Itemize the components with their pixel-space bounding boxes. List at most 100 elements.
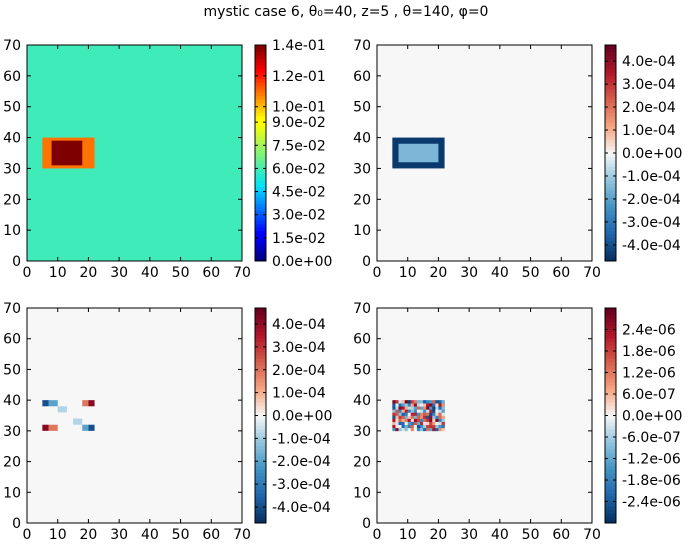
colorbar-segment — [605, 169, 616, 174]
colorbar-segment — [605, 207, 616, 211]
colorbar-segment — [255, 129, 266, 134]
colorbar-segment — [605, 156, 616, 161]
colorbar-segment — [255, 422, 266, 427]
colorbar-segment — [605, 338, 616, 343]
heatmap-cell — [435, 403, 439, 407]
heatmap-cell — [438, 418, 442, 422]
colorbar-segment — [605, 344, 616, 349]
x-tick-label: 40 — [141, 527, 159, 543]
colorbar-segment — [255, 142, 266, 147]
colorbar-label: -3.0e-04 — [622, 215, 681, 231]
colorbar-segment — [605, 334, 616, 339]
heatmap-cell — [392, 412, 396, 416]
x-tick-label: 10 — [399, 265, 417, 281]
heatmap-cell — [420, 424, 424, 429]
y-tick-label: 70 — [3, 38, 21, 54]
colorbar-segment — [605, 227, 616, 232]
heatmap-cell — [426, 409, 430, 413]
heatmap-cell — [426, 400, 430, 404]
heatmap-cell — [398, 427, 402, 432]
colorbar-segment — [255, 146, 266, 151]
colorbar-label: 1.4e-01 — [272, 38, 326, 54]
colorbar-label: 0.0e+00 — [622, 146, 682, 162]
colorbar-segment — [605, 361, 616, 366]
x-tick-label: 0 — [373, 527, 382, 543]
heatmap-cell — [429, 424, 433, 429]
heatmap-rect — [398, 143, 439, 163]
colorbar-segment — [605, 159, 616, 164]
colorbar-segment — [255, 119, 266, 124]
colorbar-label: 1.0e-04 — [272, 386, 326, 402]
colorbar-segment — [605, 112, 616, 117]
colorbar-label: 1.2e-06 — [622, 366, 676, 382]
colorbar-label: -2.0e-04 — [622, 192, 681, 208]
colorbar-segment — [255, 173, 266, 178]
y-tick-label: 0 — [12, 254, 21, 270]
heatmap-cell — [429, 418, 433, 422]
colorbar-segment — [605, 85, 616, 90]
colorbar-segment — [605, 365, 616, 369]
y-tick-label: 40 — [353, 131, 371, 147]
heatmap-cell — [398, 424, 402, 429]
colorbar-segment — [605, 509, 616, 514]
heatmap-cell — [429, 406, 433, 410]
colorbar-segment — [255, 472, 266, 477]
heatmap-cell — [395, 421, 399, 426]
colorbar-segment — [255, 506, 266, 511]
colorbar-segment — [255, 388, 266, 393]
colorbar-segment — [605, 186, 616, 191]
colorbar-segment — [255, 338, 266, 343]
colorbar-segment — [605, 462, 616, 467]
colorbar-label: 1.2e-01 — [272, 69, 326, 85]
y-tick-label: 30 — [3, 424, 21, 440]
y-tick-label: 70 — [353, 38, 371, 54]
heatmap-cell — [426, 427, 430, 432]
colorbar-segment — [255, 257, 266, 262]
x-tick-label: 40 — [141, 265, 159, 281]
heatmap-cell — [413, 427, 418, 432]
heatmap-cell — [420, 421, 424, 426]
x-tick-label: 0 — [23, 527, 32, 543]
panel-radiance: 0 10 20 30 40 50 60 70 0 10 20 30 40 50 60 70 0.0e+00 1.5… — [3, 38, 332, 281]
heatmap-cell — [395, 403, 399, 407]
figure-title: mystic case 6, θ₀=40, z=5 , θ=140, φ=0 — [204, 4, 489, 20]
heatmap-cell — [410, 406, 415, 410]
colorbar-segment — [255, 408, 266, 413]
colorbar-segment — [255, 368, 266, 373]
heatmap-area — [27, 45, 242, 261]
colorbar-label: 2.4e-06 — [622, 323, 676, 339]
heatmap-cell — [395, 427, 399, 432]
colorbar-segment — [255, 425, 266, 430]
colorbar-segment — [255, 311, 266, 316]
heatmap-cell — [441, 400, 445, 404]
colorbar-segment — [605, 486, 616, 490]
heatmap-cell — [392, 403, 396, 407]
colorbar-segment — [255, 132, 266, 137]
y-tick-label: 70 — [3, 301, 21, 317]
heatmap-cell — [441, 403, 445, 407]
colorbar-segment — [255, 308, 266, 312]
heatmap-cell — [432, 406, 436, 410]
x-tick-label: 70 — [233, 527, 251, 543]
colorbar-segment — [605, 149, 616, 154]
colorbar-segment — [255, 459, 266, 464]
colorbar-segment — [255, 92, 266, 97]
colorbar-label: 7.5e-02 — [272, 138, 326, 154]
colorbar-segment — [605, 499, 616, 504]
heatmap-cell — [407, 421, 412, 426]
heatmap-cell — [423, 427, 427, 432]
colorbar-segment — [605, 435, 616, 440]
heatmap-cell — [429, 415, 433, 419]
panel-difference-3: 0 10 20 30 40 50 60 70 0 10 20 30 40 50 60 70 -2.4e-06 -1… — [353, 301, 682, 543]
heatmap-cell — [395, 424, 399, 429]
x-tick-label: 10 — [49, 527, 67, 543]
heatmap-cell — [410, 424, 415, 429]
heatmap-cell — [423, 421, 427, 426]
colorbar-segment — [255, 196, 266, 201]
colorbar-segment — [255, 88, 266, 93]
heatmap-cell — [429, 412, 433, 416]
heatmap-cell — [423, 403, 427, 407]
heatmap-cell — [432, 421, 436, 426]
heatmap-cell — [392, 409, 396, 413]
colorbar-segment — [255, 385, 266, 390]
